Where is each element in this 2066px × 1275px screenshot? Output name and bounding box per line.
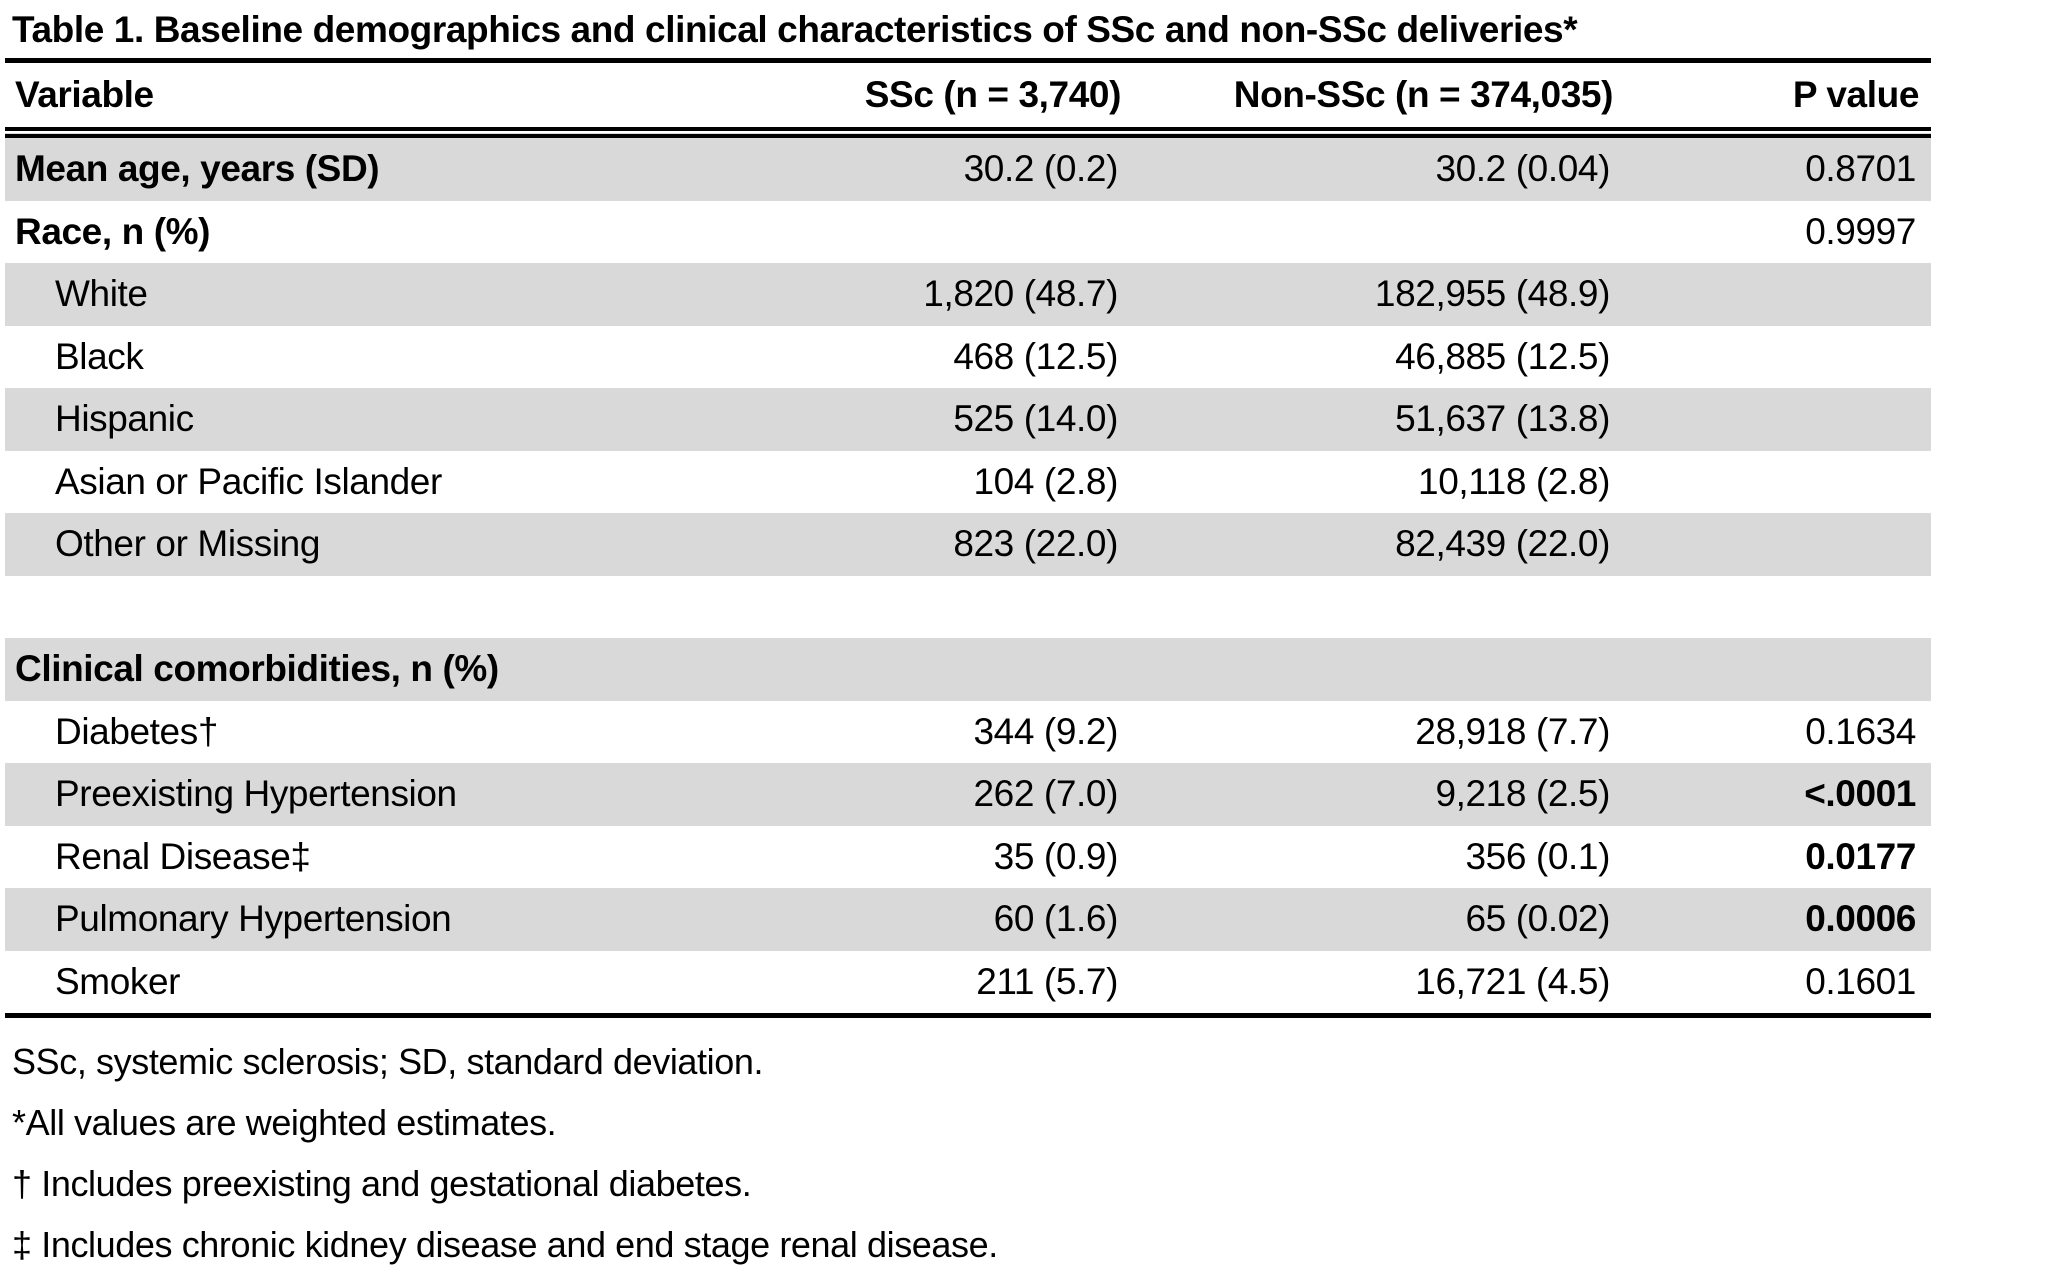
non-ssc-value: 10,118 (2.8): [1418, 460, 1610, 502]
p-value: <.0001: [1804, 773, 1916, 815]
p-value: 0.0006: [1805, 898, 1916, 940]
row-label: Renal Disease‡: [55, 835, 311, 877]
non-ssc-value: 30.2 (0.04): [1435, 148, 1610, 190]
ssc-value: [710, 201, 1133, 264]
non-ssc-value: 16,721 (4.5): [1415, 960, 1610, 1002]
non-ssc-value: [1133, 201, 1625, 264]
p-value: 0.0177: [1805, 835, 1916, 877]
p-value: 0.1634: [1805, 710, 1916, 752]
footnote-line: ‡ Includes chronic kidney disease and en…: [12, 1224, 998, 1265]
row-label: Clinical comorbidities, n (%): [15, 648, 499, 690]
col-header-non-ssc: Non-SSc (n = 374,035): [1133, 60, 1625, 138]
ssc-value: 468 (12.5): [953, 335, 1118, 377]
table-row: Race, n (%) 0.9997: [5, 201, 1931, 264]
table-row: Black 468 (12.5) 46,885 (12.5): [5, 326, 1931, 389]
baseline-characteristics-table: Variable SSc (n = 3,740) Non-SSc (n = 37…: [5, 58, 1931, 1018]
table-row: Clinical comorbidities, n (%): [5, 638, 1931, 701]
table-row: Mean age, years (SD) 30.2 (0.2) 30.2 (0.…: [5, 132, 1931, 201]
row-label: Asian or Pacific Islander: [55, 460, 442, 502]
p-value: [1625, 638, 1931, 701]
ssc-value: [710, 638, 1133, 701]
ssc-value: 262 (7.0): [973, 773, 1119, 815]
row-label: Mean age, years (SD): [15, 148, 380, 190]
row-label: Smoker: [55, 960, 181, 1002]
header-row: Variable SSc (n = 3,740) Non-SSc (n = 37…: [5, 60, 1931, 138]
row-label: [5, 576, 710, 639]
ssc-value: 525 (14.0): [953, 398, 1118, 440]
row-label: Black: [55, 335, 144, 377]
ssc-value: 104 (2.8): [973, 460, 1119, 502]
non-ssc-value: 65 (0.02): [1465, 898, 1611, 940]
footnotes: SSc, systemic sclerosis; SD, standard de…: [12, 1031, 2066, 1275]
p-value: 0.9997: [1805, 210, 1916, 252]
non-ssc-value: 9,218 (2.5): [1435, 773, 1610, 815]
table-row: Smoker 211 (5.7) 16,721 (4.5) 0.1601: [5, 951, 1931, 1016]
ssc-value: 1,820 (48.7): [923, 273, 1118, 315]
row-label: White: [55, 273, 148, 315]
row-label: Diabetes†: [55, 710, 219, 752]
table-row: Pulmonary Hypertension 60 (1.6) 65 (0.02…: [5, 888, 1931, 951]
p-value: [1625, 263, 1931, 326]
ssc-value: [710, 576, 1133, 639]
p-value: 0.1601: [1805, 960, 1916, 1002]
table-row: Hispanic 525 (14.0) 51,637 (13.8): [5, 388, 1931, 451]
p-value: [1625, 513, 1931, 576]
p-value: [1625, 576, 1931, 639]
ssc-value: 35 (0.9): [993, 835, 1119, 877]
non-ssc-value: [1133, 576, 1625, 639]
p-value: [1625, 326, 1931, 389]
row-label: Preexisting Hypertension: [55, 773, 457, 815]
table-row: Diabetes† 344 (9.2) 28,918 (7.7) 0.1634: [5, 701, 1931, 764]
non-ssc-value: 82,439 (22.0): [1395, 523, 1610, 565]
row-label: Hispanic: [55, 398, 194, 440]
non-ssc-value: 46,885 (12.5): [1395, 335, 1610, 377]
row-label: Other or Missing: [55, 523, 321, 565]
table-row: White 1,820 (48.7) 182,955 (48.9): [5, 263, 1931, 326]
non-ssc-value: 356 (0.1): [1465, 835, 1611, 877]
non-ssc-value: [1133, 638, 1625, 701]
non-ssc-value: 28,918 (7.7): [1415, 710, 1610, 752]
table-row: Renal Disease‡ 35 (0.9) 356 (0.1) 0.0177: [5, 826, 1931, 889]
p-value: 0.8701: [1805, 148, 1916, 190]
ssc-value: 211 (5.7): [976, 960, 1118, 1002]
non-ssc-value: 51,637 (13.8): [1395, 398, 1610, 440]
col-header-ssc: SSc (n = 3,740): [710, 60, 1133, 138]
table-row: Other or Missing 823 (22.0) 82,439 (22.0…: [5, 513, 1931, 576]
non-ssc-value: 182,955 (48.9): [1374, 273, 1610, 315]
ssc-value: 344 (9.2): [973, 710, 1119, 752]
col-header-p-value: P value: [1625, 60, 1931, 138]
row-label: Pulmonary Hypertension: [55, 898, 452, 940]
ssc-value: 60 (1.6): [993, 898, 1119, 940]
table-row: Asian or Pacific Islander 104 (2.8) 10,1…: [5, 451, 1931, 514]
table-row: [5, 576, 1931, 639]
footnote-line: † Includes preexisting and gestational d…: [12, 1163, 752, 1204]
table-row: Preexisting Hypertension 262 (7.0) 9,218…: [5, 763, 1931, 826]
p-value: [1625, 451, 1931, 514]
ssc-value: 30.2 (0.2): [963, 148, 1119, 190]
col-header-variable: Variable: [5, 60, 710, 138]
p-value: [1625, 388, 1931, 451]
row-label: Race, n (%): [15, 210, 211, 252]
ssc-value: 823 (22.0): [953, 523, 1118, 565]
footnote-line: SSc, systemic sclerosis; SD, standard de…: [12, 1041, 764, 1082]
table-title: Table 1. Baseline demographics and clini…: [12, 9, 1578, 50]
footnote-line: *All values are weighted estimates.: [12, 1102, 557, 1143]
